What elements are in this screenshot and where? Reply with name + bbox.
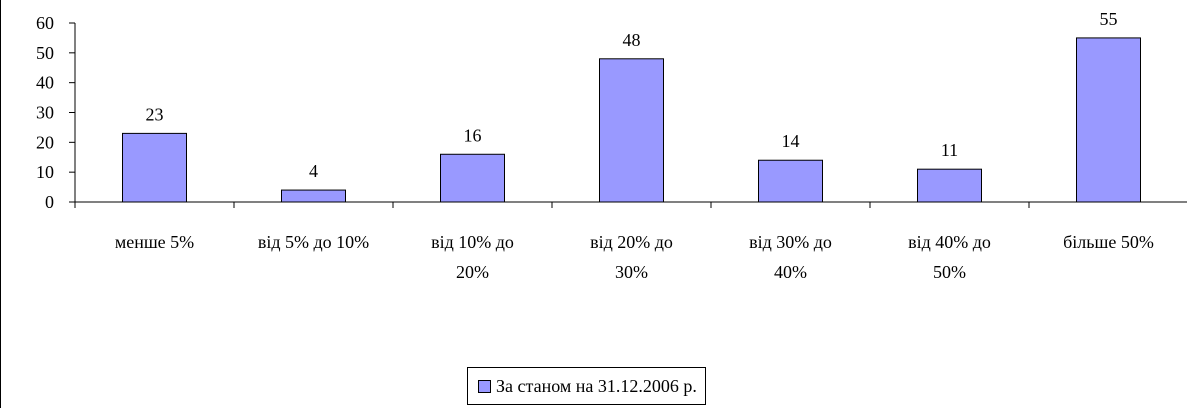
x-tick-label-line: від 20% до xyxy=(590,232,673,252)
data-label: 48 xyxy=(623,30,641,50)
x-tick-label-line: більше 50% xyxy=(1063,232,1154,252)
x-tick-label: від 5% до 10% xyxy=(258,232,369,252)
y-tick-label: 30 xyxy=(36,103,54,123)
x-tick-label-line: від 5% до 10% xyxy=(258,232,369,252)
x-tick-label: від 30% до 40% xyxy=(749,232,832,282)
x-tick-label: від 20% до 30% xyxy=(590,232,673,282)
x-tick-label-line: від 30% до xyxy=(749,232,832,252)
bar xyxy=(281,189,346,203)
legend: За станом на 31.12.2006 р. xyxy=(467,367,706,405)
data-label: 55 xyxy=(1100,9,1118,29)
y-tick-label: 0 xyxy=(45,192,54,212)
x-tick-label-line: 30% xyxy=(615,262,648,282)
x-tick-label-line: від 10% до xyxy=(431,232,514,252)
y-tick-label: 60 xyxy=(36,13,54,33)
data-label: 14 xyxy=(782,131,800,151)
x-tick-label-line: 40% xyxy=(774,262,807,282)
bar xyxy=(440,153,505,203)
x-tick-label-line: 20% xyxy=(456,262,489,282)
x-tick-label: менше 5% xyxy=(115,232,194,252)
bar xyxy=(1076,37,1141,203)
legend-label: За станом на 31.12.2006 р. xyxy=(496,375,697,396)
bar xyxy=(758,159,823,203)
data-label: 16 xyxy=(464,125,482,145)
y-tick-label: 50 xyxy=(36,43,54,63)
x-tick-label-line: менше 5% xyxy=(115,232,194,252)
y-tick-label: 10 xyxy=(36,162,54,182)
x-tick-label: від 40% до 50% xyxy=(908,232,991,282)
x-tick-label-line: 50% xyxy=(933,262,966,282)
data-label: 4 xyxy=(309,161,318,181)
legend-swatch xyxy=(478,379,491,393)
data-label: 23 xyxy=(146,104,164,124)
y-tick-label: 20 xyxy=(36,132,54,152)
y-tick-label: 40 xyxy=(36,73,54,93)
bar xyxy=(917,168,982,203)
bar xyxy=(122,132,187,203)
x-tick-label: від 10% до 20% xyxy=(431,232,514,282)
x-tick-label: більше 50% xyxy=(1063,232,1154,252)
bar xyxy=(599,58,664,203)
data-label: 11 xyxy=(941,140,958,160)
x-tick-label-line: від 40% до xyxy=(908,232,991,252)
